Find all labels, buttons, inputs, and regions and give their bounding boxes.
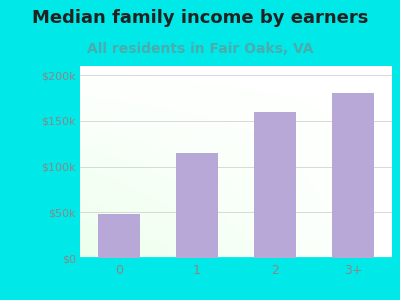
Bar bbox=[332, 93, 374, 258]
Bar bbox=[98, 214, 140, 258]
Text: Median family income by earners: Median family income by earners bbox=[32, 9, 368, 27]
Bar bbox=[254, 112, 296, 258]
Bar bbox=[176, 153, 218, 258]
Text: All residents in Fair Oaks, VA: All residents in Fair Oaks, VA bbox=[87, 42, 313, 56]
